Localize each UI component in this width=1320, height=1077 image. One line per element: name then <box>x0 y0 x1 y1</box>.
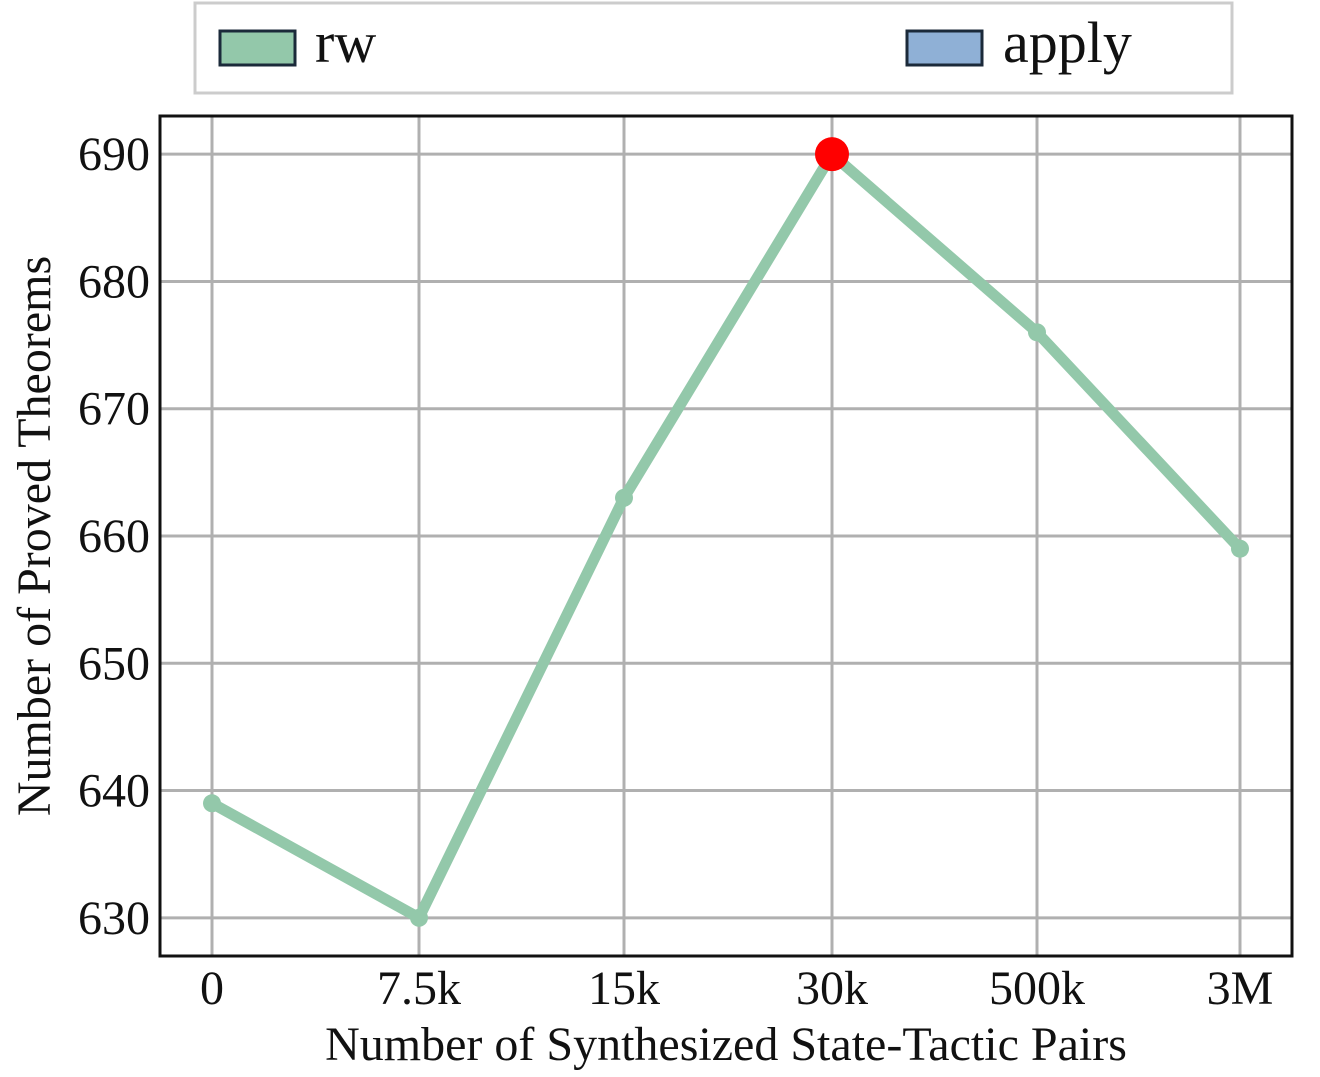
legend-frame <box>193 1 1234 95</box>
y-tick-label-650: 650 <box>78 637 150 690</box>
grid <box>160 116 1292 956</box>
legend-label-apply: apply <box>1003 10 1132 75</box>
data-point-rw-500k <box>1028 323 1046 342</box>
x-tick-label-15k: 15k <box>588 962 660 1015</box>
x-tick-label-3M: 3M <box>1207 962 1274 1015</box>
plot-frame <box>158 114 1294 958</box>
legend-swatch-apply <box>905 29 984 67</box>
tick-labels: 630 640 650 660 670 680 690 0 7.5k 15k 30k 500k 3M <box>78 128 1273 1015</box>
legend-swatch-rw <box>218 29 297 67</box>
legend: rw apply <box>193 1 1234 95</box>
y-tick-label-690: 690 <box>78 128 150 181</box>
x-tick-label-7.5k: 7.5k <box>377 962 461 1015</box>
y-tick-label-630: 630 <box>78 892 150 945</box>
series-layer <box>203 137 1249 927</box>
y-tick-label-660: 660 <box>78 510 150 563</box>
x-tick-label-500k: 500k <box>989 962 1085 1015</box>
data-point-rw-0 <box>203 794 221 813</box>
y-tick-label-670: 670 <box>78 383 150 436</box>
data-point-rw-7.5k <box>410 908 428 927</box>
y-tick-label-680: 680 <box>78 255 150 308</box>
x-tick-label-0: 0 <box>200 962 224 1015</box>
x-axis-title: Number of Synthesized State-Tactic Pairs <box>325 1018 1127 1071</box>
y-axis-title: Number of Proved Theorems <box>8 256 61 816</box>
data-point-rw-3M <box>1231 539 1249 558</box>
highlight-point-max <box>815 137 849 172</box>
y-tick-label-640: 640 <box>78 765 150 818</box>
series-line-rw <box>206 148 1246 924</box>
x-tick-label-30k: 30k <box>796 962 868 1015</box>
data-point-rw-15k <box>615 488 633 507</box>
legend-label-rw: rw <box>315 10 376 75</box>
